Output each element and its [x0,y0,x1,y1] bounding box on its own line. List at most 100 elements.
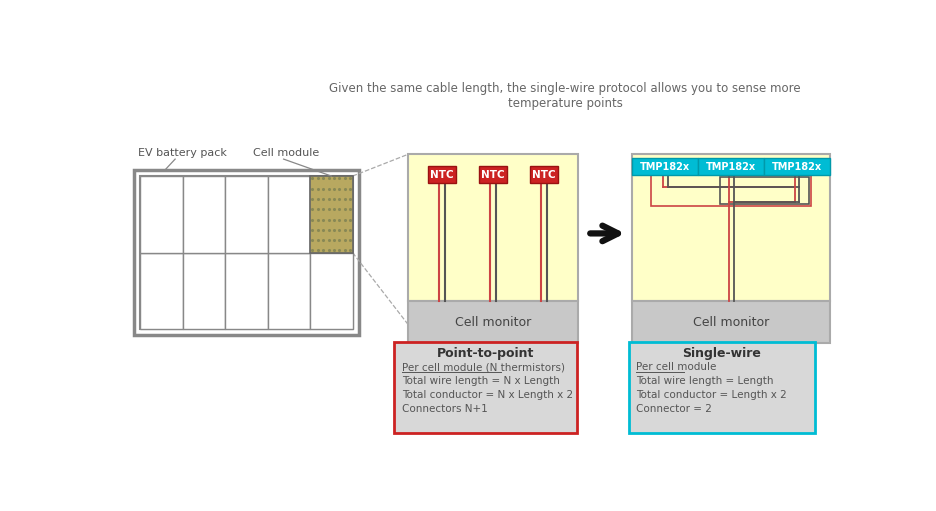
Point [311,216,326,224]
Bar [428,166,456,183]
Text: Cell module: Cell module [253,148,319,158]
Bar [268,252,310,329]
Point [305,226,320,234]
Point [315,216,330,224]
Point [315,226,330,234]
Point [321,226,336,234]
Point [315,195,330,203]
Point [332,195,347,203]
Point [315,184,330,193]
Point [343,226,358,234]
Point [343,216,358,224]
Point [311,236,326,244]
Bar [268,176,310,252]
Bar [310,176,353,252]
Point [343,195,358,203]
Text: Per cell module (N thermistors): Per cell module (N thermistors) [402,362,565,372]
Point [305,236,320,244]
Bar [226,252,268,329]
Point [327,226,342,234]
Text: NTC: NTC [430,170,454,179]
Point [343,174,358,182]
Point [315,174,330,182]
Point [305,246,320,254]
Point [337,246,352,254]
Point [321,236,336,244]
Point [321,184,336,193]
Bar [140,176,353,329]
Point [315,205,330,213]
Text: Total wire length = Length: Total wire length = Length [636,376,774,386]
Point [311,195,326,203]
Point [315,236,330,244]
Bar [633,154,830,301]
Point [343,205,358,213]
Point [327,205,342,213]
Text: Given the same cable length, the single-wire protocol allows you to sense more
t: Given the same cable length, the single-… [329,82,801,110]
Bar [628,342,814,433]
Point [311,174,326,182]
Point [343,236,358,244]
Text: Cell monitor: Cell monitor [693,316,769,329]
Point [311,226,326,234]
Point [311,246,326,254]
Point [332,226,347,234]
Text: Total conductor = N x Length x 2: Total conductor = N x Length x 2 [402,390,574,400]
Bar [633,158,698,175]
Bar [226,176,268,252]
Bar [140,252,183,329]
Bar [140,176,183,252]
Bar [764,158,830,175]
Text: Per cell module: Per cell module [636,362,717,372]
Text: Connectors N+1: Connectors N+1 [402,404,488,413]
Text: Single-wire: Single-wire [682,346,761,360]
Text: NTC: NTC [481,170,505,179]
Bar [633,301,830,343]
Point [332,174,347,182]
Bar [394,342,577,433]
Point [305,195,320,203]
Text: TMP182x: TMP182x [640,162,691,172]
Point [332,246,347,254]
Text: NTC: NTC [533,170,556,179]
Bar [183,176,226,252]
Point [321,195,336,203]
Point [305,174,320,182]
Point [321,216,336,224]
Point [343,246,358,254]
Text: Connector = 2: Connector = 2 [636,404,712,413]
Point [332,205,347,213]
Bar [134,170,358,335]
Text: Total conductor = Length x 2: Total conductor = Length x 2 [636,390,787,400]
Text: TMP182x: TMP182x [772,162,822,172]
Bar [183,252,226,329]
Point [305,216,320,224]
Bar [720,177,809,204]
Point [321,246,336,254]
Bar [479,166,506,183]
Bar [310,252,353,329]
Bar [651,175,811,206]
Bar [407,154,578,301]
Text: Point-to-point: Point-to-point [437,346,534,360]
Point [343,184,358,193]
Bar [407,301,578,343]
Bar [530,166,558,183]
Point [311,205,326,213]
Text: Cell monitor: Cell monitor [455,316,531,329]
Point [327,246,342,254]
Point [327,216,342,224]
Point [337,184,352,193]
Point [327,236,342,244]
Point [337,236,352,244]
Text: TMP182x: TMP182x [706,162,756,172]
Point [332,216,347,224]
Point [315,246,330,254]
Point [327,174,342,182]
Point [337,195,352,203]
Text: EV battery pack: EV battery pack [139,148,227,158]
Bar [698,158,764,175]
Point [337,216,352,224]
Point [337,174,352,182]
Point [305,205,320,213]
